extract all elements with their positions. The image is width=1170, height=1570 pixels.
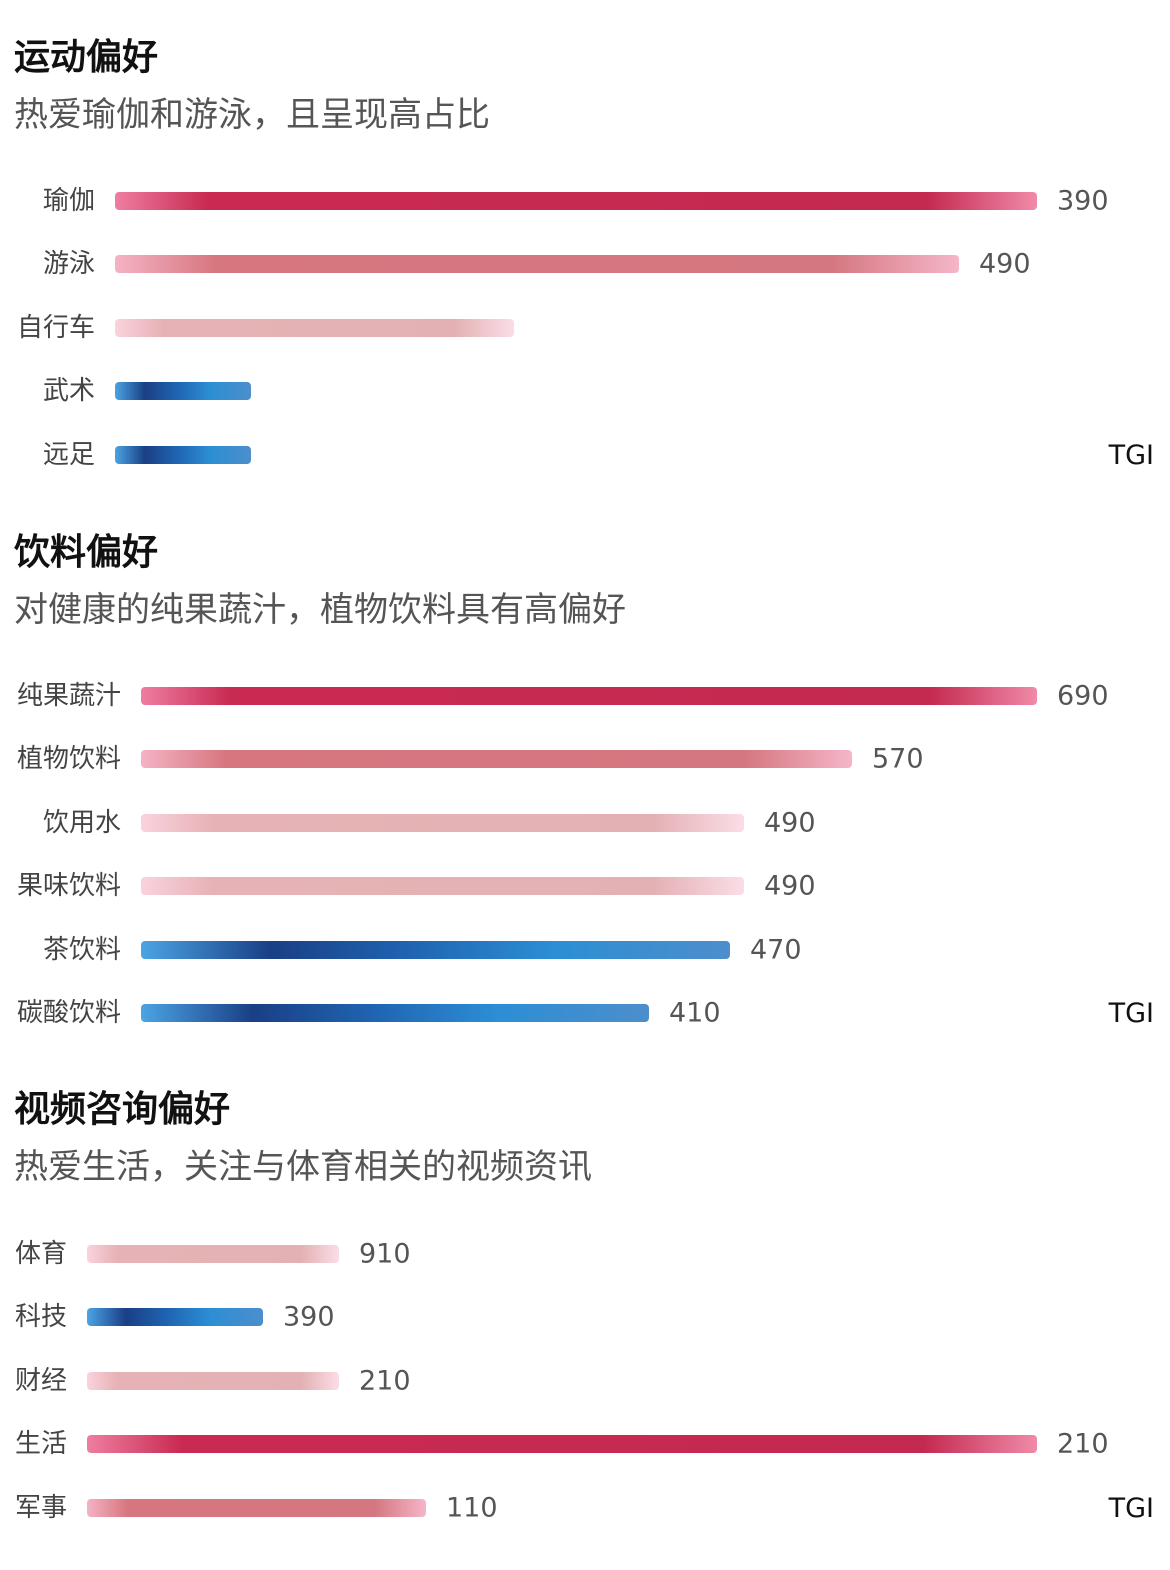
bar-row: 纯果蔬汁 690 <box>0 676 1170 716</box>
category-label: 自行车 <box>16 313 95 343</box>
bar <box>115 382 251 400</box>
category-label: 武术 <box>42 376 95 406</box>
bar-row: 军事 110 <box>0 1488 1170 1528</box>
value-label: 690 <box>1057 680 1109 712</box>
section-title: 运动偏好 <box>14 37 159 78</box>
value-label: 470 <box>750 934 802 966</box>
category-label: 饮用水 <box>42 808 121 838</box>
bar-row: 游泳 490 <box>0 244 1170 284</box>
bar-row: 饮用水 490 <box>0 803 1170 843</box>
value-label: 210 <box>359 1365 411 1397</box>
axis-label-tgi: TGI <box>1108 440 1154 471</box>
category-label: 碳酸饮料 <box>16 998 121 1028</box>
value-label: 910 <box>359 1238 411 1270</box>
bar-row: 财经 210 <box>0 1361 1170 1401</box>
bar <box>115 446 251 464</box>
bar <box>87 1372 339 1390</box>
value-label: 110 <box>446 1492 498 1524</box>
section-title: 视频咨询偏好 <box>14 1089 231 1130</box>
category-label: 纯果蔬汁 <box>16 681 121 711</box>
bar <box>141 941 730 959</box>
bar <box>141 1004 649 1022</box>
bar <box>87 1245 339 1263</box>
bar-row: 生活 210 <box>0 1424 1170 1464</box>
value-label: 570 <box>872 743 924 775</box>
value-label: 490 <box>764 870 816 902</box>
bar <box>115 319 514 337</box>
category-label: 游泳 <box>42 249 95 279</box>
category-label: 科技 <box>14 1302 67 1332</box>
category-label: 体育 <box>14 1239 67 1269</box>
value-label: 210 <box>1057 1428 1109 1460</box>
bar-row: 武术 <box>0 371 1170 411</box>
value-label: 490 <box>764 807 816 839</box>
bar <box>141 814 744 832</box>
bar <box>141 687 1037 705</box>
bar <box>115 255 959 273</box>
section-subtitle: 对健康的纯果蔬汁，植物饮料具有高偏好 <box>14 590 626 630</box>
bar-row: 碳酸饮料 410 <box>0 993 1170 1033</box>
section-title: 饮料偏好 <box>14 532 159 573</box>
bar-row: 茶饮料 470 <box>0 930 1170 970</box>
category-label: 植物饮料 <box>16 744 121 774</box>
axis-label-tgi: TGI <box>1108 998 1154 1029</box>
category-label: 生活 <box>14 1429 67 1459</box>
category-label: 瑜伽 <box>42 186 95 216</box>
section-subtitle: 热爱瑜伽和游泳，且呈现高占比 <box>14 95 490 135</box>
category-label: 远足 <box>42 440 95 470</box>
section-subtitle: 热爱生活，关注与体育相关的视频资讯 <box>14 1147 592 1187</box>
category-label: 军事 <box>14 1493 67 1523</box>
bar-row: 植物饮料 570 <box>0 739 1170 779</box>
bar <box>87 1435 1037 1453</box>
axis-label-tgi: TGI <box>1108 1493 1154 1524</box>
bar <box>141 877 744 895</box>
bar <box>87 1499 426 1517</box>
value-label: 490 <box>979 248 1031 280</box>
value-label: 390 <box>283 1301 335 1333</box>
bar-row: 自行车 <box>0 308 1170 348</box>
category-label: 财经 <box>14 1366 67 1396</box>
category-label: 茶饮料 <box>42 935 121 965</box>
bar-row: 科技 390 <box>0 1297 1170 1337</box>
bar-row: 体育 910 <box>0 1234 1170 1274</box>
value-label: 390 <box>1057 185 1109 217</box>
bar <box>115 192 1037 210</box>
bar-row: 瑜伽 390 <box>0 181 1170 221</box>
value-label: 410 <box>669 997 721 1029</box>
category-label: 果味饮料 <box>16 871 121 901</box>
bar <box>87 1308 263 1326</box>
bar <box>141 750 852 768</box>
bar-row: 果味饮料 490 <box>0 866 1170 906</box>
bar-row: 远足 <box>0 435 1170 475</box>
